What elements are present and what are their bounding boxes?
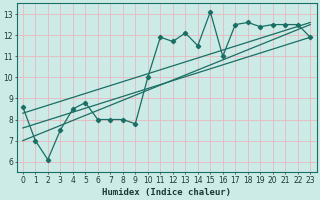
X-axis label: Humidex (Indice chaleur): Humidex (Indice chaleur) bbox=[102, 188, 231, 197]
